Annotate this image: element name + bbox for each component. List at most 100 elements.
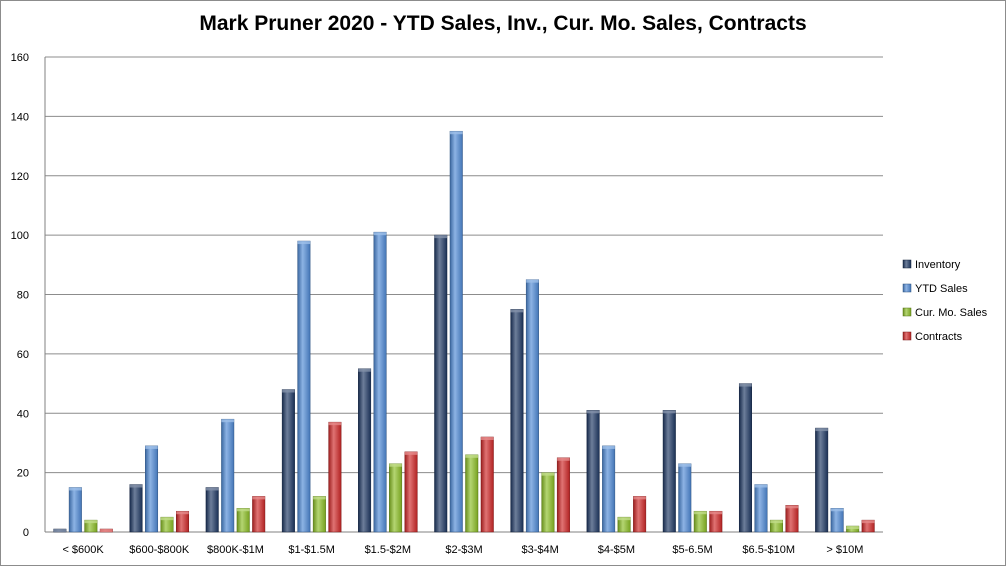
y-tick-label: 140 (11, 111, 29, 123)
bar-ytd-sales (373, 231, 387, 533)
bar-inventory (129, 484, 143, 533)
bar-inventory (358, 368, 372, 533)
legend-label: YTD Sales (915, 283, 968, 295)
legend-label: Cur. Mo. Sales (915, 307, 988, 319)
legend-swatch (902, 307, 912, 317)
bar-cap (526, 279, 539, 283)
y-tick-label: 100 (11, 230, 29, 242)
bar-cap (465, 454, 478, 458)
bar-cap (53, 529, 67, 533)
legend-label: Contracts (915, 331, 963, 343)
bar-inventory (738, 383, 752, 533)
bar-cap (739, 383, 752, 387)
bar-cap (313, 496, 326, 500)
bar-cap (282, 389, 295, 393)
bar-inventory (510, 309, 524, 533)
legend-swatch (902, 259, 912, 269)
bar-cap (694, 511, 707, 515)
bar-cap (633, 496, 646, 500)
bar-cap (678, 463, 692, 467)
bar-contracts (480, 436, 494, 533)
bar-inventory (586, 410, 600, 533)
bar-ytd-sales (754, 484, 768, 533)
bar-cap (541, 472, 555, 476)
bar-cap (770, 520, 783, 524)
x-tick-label: > $10M (826, 544, 863, 556)
bar-cap (160, 517, 174, 521)
bar-cap (145, 445, 158, 449)
bar-ytd-sales (221, 418, 235, 533)
bar-cap (434, 235, 447, 239)
bar-cap (861, 520, 875, 524)
bar-cap (176, 511, 189, 515)
bar-ytd-sales (602, 445, 616, 533)
bar-contracts (709, 510, 723, 533)
bar-contracts (252, 496, 266, 533)
bar-inventory (815, 427, 829, 533)
bar-cur-mo-sales (693, 510, 707, 533)
bar-ytd-sales (145, 445, 159, 533)
bar-cap (450, 131, 463, 135)
x-tick-label: $6.5-$10M (742, 544, 795, 556)
bar-cap (602, 445, 615, 449)
bar-inventory (281, 389, 295, 533)
y-tick-label: 0 (23, 527, 29, 539)
y-tick-label: 60 (17, 349, 29, 361)
bar-contracts (176, 510, 190, 533)
x-axis: < $600K $600-$800K $800K-$1M $1-$1.5M $1.5-$… (62, 544, 863, 556)
x-tick-label: < $600K (62, 544, 104, 556)
bar-inventory (205, 487, 219, 533)
bar-cap (205, 487, 219, 491)
bar-cap (830, 508, 844, 512)
x-tick-label: $2-$3M (445, 544, 482, 556)
bar-cap (557, 457, 570, 461)
bar-cur-mo-sales (312, 496, 326, 533)
bar-cap (297, 241, 311, 245)
bar-cap (69, 487, 82, 491)
bar-cur-mo-sales (465, 454, 479, 533)
bar-cap (236, 508, 250, 512)
legend: Inventory YTD Sales Cur. Mo. Sales Contract… (902, 259, 988, 343)
y-tick-label: 80 (17, 290, 29, 302)
y-tick-label: 20 (17, 468, 29, 480)
legend-label: Inventory (915, 259, 961, 271)
bar-cap (481, 437, 494, 440)
bar-cap (404, 451, 418, 455)
bar-cap (815, 428, 828, 432)
bar-ytd-sales (297, 240, 311, 533)
bar-cap (785, 505, 799, 509)
bar-cap (709, 511, 723, 515)
bar-inventory (434, 234, 448, 533)
bar-ytd-sales (525, 279, 539, 533)
bar-cap (358, 368, 371, 372)
x-tick-label: $800K-$1M (207, 544, 264, 556)
bar-ytd-sales (68, 487, 82, 533)
bars (53, 130, 875, 533)
bar-cap (129, 484, 143, 488)
x-tick-label: $5-6.5M (672, 544, 712, 556)
y-tick-label: 40 (17, 408, 29, 420)
chart-title: Mark Pruner 2020 - YTD Sales, Inv., Cur.… (199, 12, 807, 35)
bar-cap (663, 410, 676, 414)
bar-ytd-sales (449, 130, 463, 533)
bar-inventory (662, 410, 676, 533)
bar-cap (328, 422, 342, 426)
y-tick-label: 120 (11, 171, 29, 183)
bar-cap (84, 520, 98, 524)
y-axis: 0 20 40 60 80 100 120 140 160 (11, 52, 46, 539)
bar-cap (389, 463, 402, 467)
legend-swatch (902, 331, 912, 341)
x-tick-label: $3-$4M (522, 544, 559, 556)
gridlines (45, 56, 883, 533)
bar-contracts (328, 421, 342, 533)
x-tick-label: $1-$1.5M (288, 544, 334, 556)
bar-contracts (404, 451, 418, 533)
bar-contracts (556, 457, 570, 533)
x-tick-label: $1.5-$2M (365, 544, 411, 556)
bar-cap (510, 309, 524, 313)
bar-ytd-sales (678, 463, 692, 533)
bar-cur-mo-sales (236, 508, 250, 533)
bar-cur-mo-sales (541, 472, 555, 533)
bar-cap (373, 232, 387, 236)
